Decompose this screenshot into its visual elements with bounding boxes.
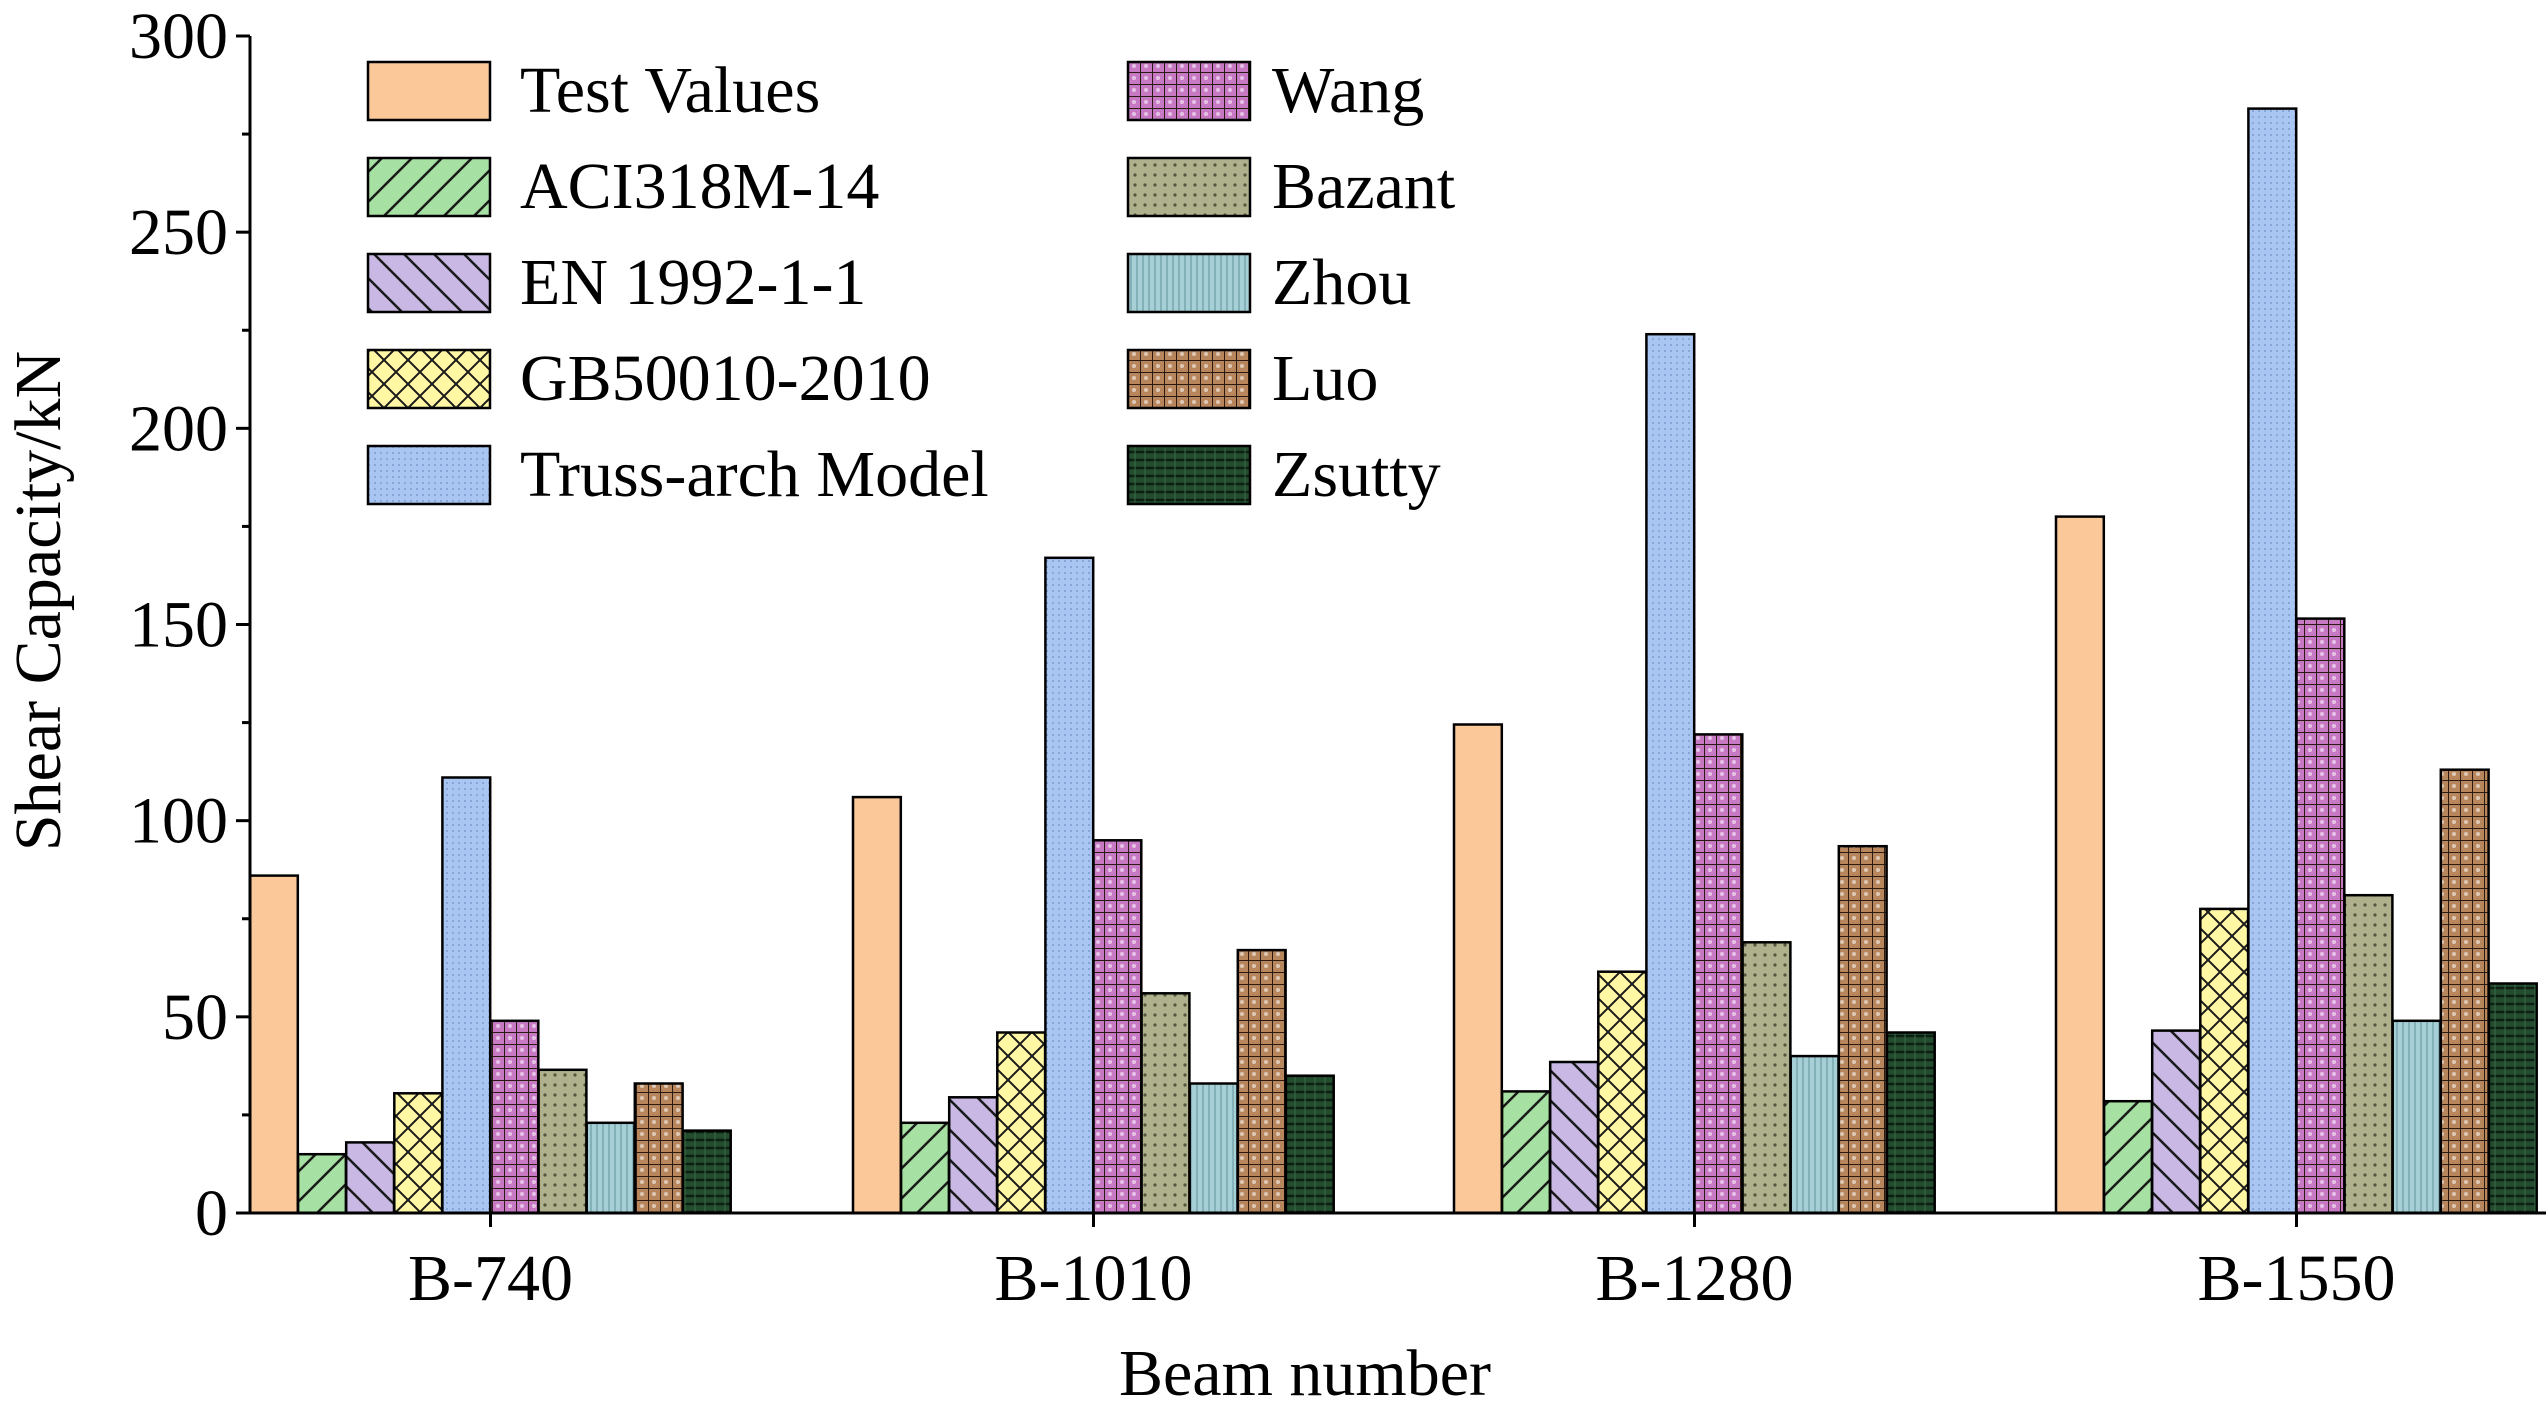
legend-swatch	[1126, 252, 1252, 314]
x-tick-label: B-1280	[1596, 1242, 1794, 1315]
bar-b-1550-gb50010-2010	[2199, 907, 2250, 1215]
y-tick-label: 200	[129, 392, 228, 465]
bar-b-1550-aci318m-14	[2102, 1099, 2154, 1215]
bar-b-1550-luo	[2439, 768, 2490, 1215]
bar-b-740-aci318m-14	[296, 1152, 348, 1215]
bar-b-1010-luo	[1236, 948, 1287, 1215]
legend-swatch	[366, 444, 492, 506]
y-tick-label: 50	[162, 981, 228, 1054]
bar-b-740-wang	[489, 1019, 540, 1215]
legend: Test Values ACI318M-14 EN 1992-1-1 GB50010-…	[366, 54, 1455, 511]
bar-b-740-truss-arch-model	[441, 776, 492, 1215]
bar-b-1010-bazant	[1140, 992, 1191, 1215]
bar-b-1550-test-values	[2054, 515, 2106, 1215]
y-tick-label: 300	[129, 0, 228, 73]
x-axis-title: Beam number	[1119, 1337, 1491, 1409]
bar-b-1280-bazant	[1741, 941, 1792, 1215]
bar-b-1010-gb50010-2010	[996, 1031, 1047, 1215]
legend-swatch	[1126, 156, 1252, 218]
legend-label: Zhou	[1272, 246, 1411, 319]
legend-swatch	[1126, 444, 1252, 506]
bar-b-740-en-1992-1-1	[344, 1141, 396, 1215]
y-tick-label: 0	[195, 1177, 228, 1250]
bar-b-1550-zhou	[2391, 1019, 2442, 1215]
bar-b-1550-en-1992-1-1	[2150, 1029, 2202, 1215]
bar-b-740-luo	[633, 1082, 684, 1215]
bar-b-1550-wang	[2295, 617, 2346, 1215]
legend-label: GB50010-2010	[520, 342, 931, 415]
legend-label: Wang	[1272, 54, 1424, 127]
y-tick-label: 250	[129, 196, 228, 269]
legend-swatch	[366, 348, 492, 410]
bar-b-1010-wang	[1092, 839, 1143, 1215]
bar-b-1010-zhou	[1188, 1082, 1239, 1215]
bar-b-740-test-values	[248, 874, 300, 1215]
bar-b-1010-en-1992-1-1	[947, 1096, 999, 1215]
legend-swatch	[366, 156, 492, 218]
legend-swatch	[1126, 348, 1252, 410]
bar-b-1550-truss-arch-model	[2247, 107, 2298, 1215]
bar-b-1280-gb50010-2010	[1597, 970, 1648, 1215]
bar-b-1280-test-values	[1452, 723, 1504, 1215]
bar-b-740-zhou	[585, 1121, 636, 1215]
bar-b-1280-luo	[1837, 844, 1888, 1215]
bar-b-740-bazant	[537, 1068, 588, 1215]
bar-b-1280-wang	[1693, 733, 1744, 1215]
y-tick-label: 100	[129, 785, 228, 858]
legend-swatch	[366, 60, 492, 122]
bar-b-1550-bazant	[2343, 893, 2394, 1215]
bar-b-740-gb50010-2010	[393, 1092, 444, 1215]
legend-label: Bazant	[1272, 150, 1455, 223]
bar-b-1280-aci318m-14	[1500, 1090, 1552, 1215]
bar-b-1280-zsutty	[1885, 1031, 1936, 1215]
bar-b-1280-en-1992-1-1	[1548, 1060, 1600, 1215]
bar-b-1280-truss-arch-model	[1645, 332, 1696, 1215]
y-axis-title: Shear Capacity/kN	[2, 351, 75, 851]
x-tick-label: B-1010	[995, 1242, 1193, 1315]
legend-label: Luo	[1272, 342, 1378, 415]
y-tick-label: 150	[129, 589, 228, 662]
legend-label: EN 1992-1-1	[520, 246, 866, 319]
bar-b-1280-zhou	[1789, 1054, 1840, 1215]
legend-swatch	[366, 252, 492, 314]
legend-label: Zsutty	[1272, 438, 1441, 511]
legend-swatch	[1126, 60, 1252, 122]
bars-layer	[248, 107, 2538, 1215]
legend-label: Test Values	[520, 54, 820, 127]
bar-b-1010-truss-arch-model	[1044, 556, 1095, 1215]
x-tick-label: B-1550	[2198, 1242, 2396, 1315]
bar-b-1010-zsutty	[1284, 1074, 1335, 1215]
legend-label: ACI318M-14	[520, 150, 879, 223]
bar-b-1010-test-values	[851, 795, 903, 1215]
bar-b-1550-zsutty	[2487, 982, 2538, 1215]
legend-label: Truss-arch Model	[520, 438, 989, 511]
axes-layer: 0 50 100 150 200 250 300 B-740 B-1010 B-1280 B-155…	[129, 0, 2546, 1315]
bar-b-1010-aci318m-14	[899, 1121, 951, 1215]
bar-b-740-zsutty	[681, 1129, 732, 1215]
x-tick-label: B-740	[408, 1242, 573, 1315]
